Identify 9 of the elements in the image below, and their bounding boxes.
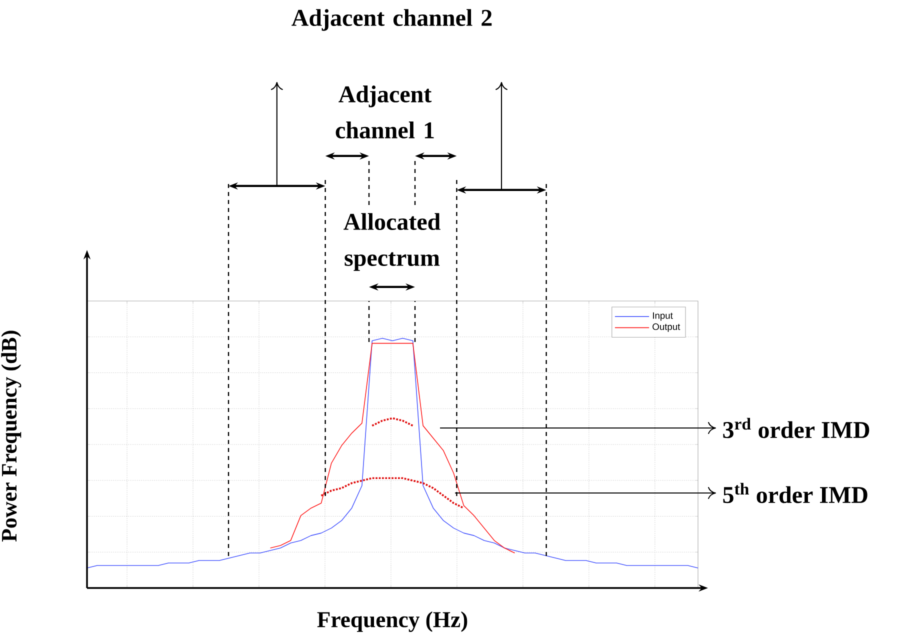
text: Adjacent channel 1 (336, 86, 434, 138)
text: Adjacent channel 2 (292, 9, 492, 31)
text: 5$^{th}$ order IMD (723, 482, 868, 504)
x-axis-title: Frequency (Hz) (317, 611, 468, 632)
legend-label: Output (652, 323, 680, 332)
text: 3$^{rd}$ order IMD (723, 418, 870, 438)
y-axis-title: Power Frequency (dB) (1, 330, 22, 542)
text: Allocated spectrum (344, 213, 440, 271)
legend-label: Input (653, 312, 673, 321)
